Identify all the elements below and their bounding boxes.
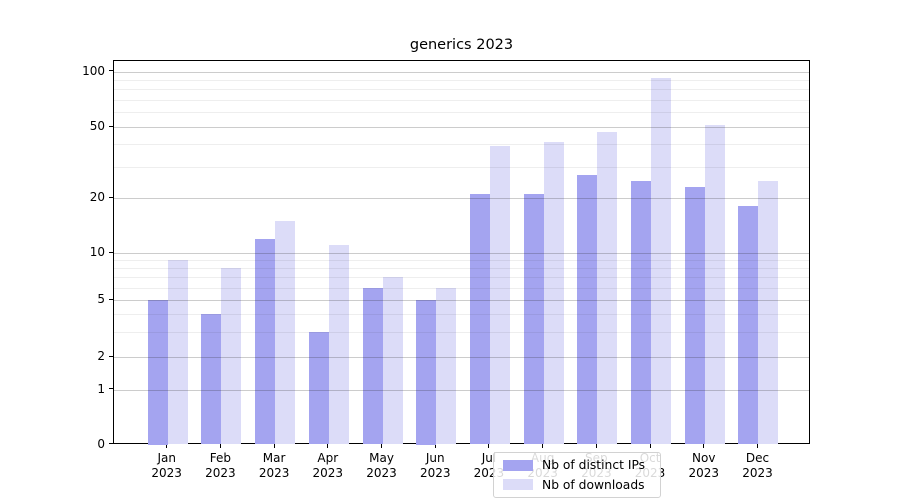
x-tick-mark: [649, 444, 651, 448]
bar-distinct-ips-may: [362, 287, 383, 445]
legend-item-distinct-ips: Nb of distinct IPs: [503, 457, 651, 474]
bar-distinct-ips-nov: [684, 187, 705, 445]
bar-downloads-apr: [328, 245, 349, 445]
x-tick-mark: [703, 444, 705, 448]
bar-downloads-may: [382, 277, 403, 445]
chart-title: generics 2023: [409, 37, 514, 53]
bar-distinct-ips-jan: [147, 300, 168, 445]
x-tick-label-dec: Dec 2023: [742, 451, 773, 480]
y-tick-label-10: 10: [89, 245, 105, 259]
bar-distinct-ips-apr: [308, 331, 329, 445]
bar-distinct-ips-jun: [416, 300, 437, 445]
bar-distinct-ips-aug: [523, 194, 544, 445]
legend-swatch-distinct-ips: [503, 459, 533, 471]
y-tick-mark: [109, 443, 113, 444]
y-tick-mark: [109, 388, 113, 389]
y-tick-label-50: 50: [89, 119, 105, 133]
y-tick-mark: [109, 125, 113, 127]
bar-distinct-ips-dec: [738, 206, 759, 445]
bar-distinct-ips-sep: [577, 174, 598, 445]
bars-layer: [114, 61, 809, 445]
y-tick-mark: [109, 355, 113, 357]
x-tick-mark: [166, 444, 168, 448]
x-tick-mark: [381, 444, 383, 448]
bar-downloads-aug: [543, 142, 564, 445]
x-tick-label-apr: Apr 2023: [312, 451, 344, 480]
x-tick-label-feb: Feb 2023: [205, 451, 236, 480]
x-tick-label-jun: Jun 2023: [419, 451, 451, 480]
bar-distinct-ips-jul: [469, 194, 490, 445]
x-tick-mark: [595, 444, 597, 448]
x-tick-mark: [488, 444, 490, 448]
y-tick-mark: [109, 298, 113, 300]
bar-downloads-oct: [651, 78, 672, 445]
y-tick-mark: [109, 251, 113, 253]
x-tick-label-nov: Nov 2023: [688, 451, 720, 480]
y-tick-label-1: 1: [97, 381, 105, 396]
bar-downloads-sep: [597, 131, 618, 445]
y-tick-mark: [109, 196, 113, 198]
y-tick-mark: [109, 70, 113, 71]
legend-item-downloads: Nb of downloads: [503, 477, 651, 494]
x-tick-label-may: May 2023: [366, 451, 397, 480]
bar-downloads-jul: [489, 146, 510, 445]
legend-swatch-downloads: [503, 479, 533, 491]
y-tick-label-5: 5: [97, 292, 105, 306]
legend-label-distinct-ips: Nb of distinct IPs: [542, 458, 646, 473]
x-tick-mark: [273, 444, 275, 448]
bar-distinct-ips-mar: [255, 238, 276, 445]
bar-downloads-nov: [704, 125, 725, 445]
x-tick-mark: [327, 444, 329, 448]
legend: Nb of distinct IPs Nb of downloads: [493, 452, 661, 498]
y-tick-label-100: 100: [82, 63, 105, 78]
x-tick-label-jan: Jan 2023: [151, 451, 182, 480]
bar-distinct-ips-oct: [631, 180, 652, 445]
plot-area: Nb of distinct IPs Nb of downloads: [113, 60, 810, 498]
x-tick-mark: [434, 444, 436, 448]
bar-distinct-ips-feb: [201, 313, 222, 445]
bar-downloads-feb: [221, 268, 242, 445]
bar-downloads-mar: [275, 220, 296, 445]
bar-downloads-jun: [436, 287, 457, 445]
y-tick-label-2: 2: [97, 349, 105, 363]
bar-downloads-jan: [167, 260, 188, 445]
y-tick-label-20: 20: [89, 190, 105, 204]
y-tick-label-0: 0: [97, 436, 105, 451]
x-tick-mark: [756, 444, 758, 448]
x-tick-mark: [219, 444, 221, 448]
bar-downloads-dec: [758, 180, 779, 445]
legend-label-downloads: Nb of downloads: [542, 477, 645, 492]
x-tick-label-mar: Mar 2023: [258, 451, 290, 480]
x-tick-mark: [542, 444, 544, 448]
